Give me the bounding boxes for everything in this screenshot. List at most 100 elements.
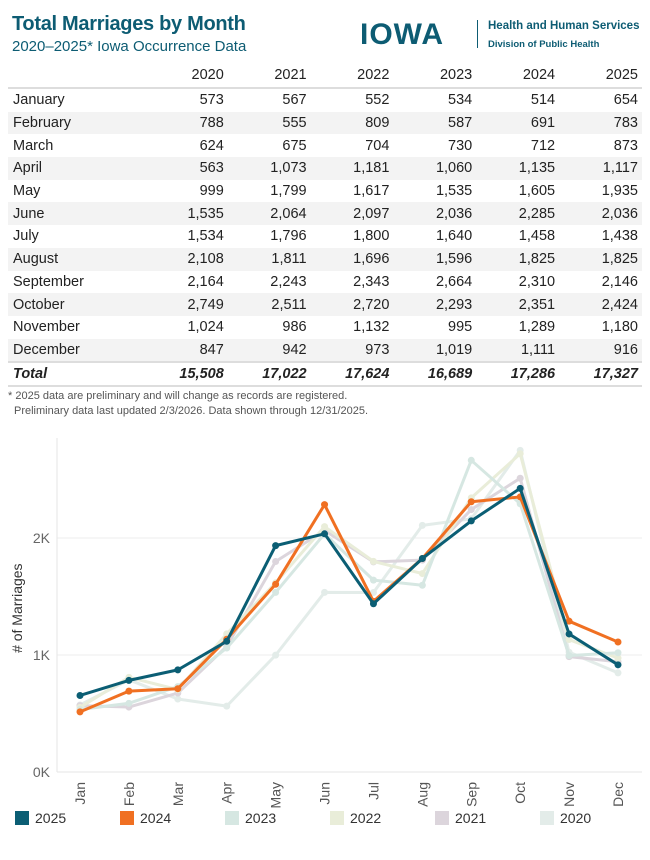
legend-item-2021[interactable]: 2021: [435, 810, 486, 826]
data-point-2022-Oct[interactable]: [516, 450, 524, 458]
cell-value: 1,024: [187, 319, 224, 336]
data-point-2022-Dec[interactable]: [614, 654, 622, 662]
cell-value: 2,036: [393, 202, 477, 226]
legend-swatch: [435, 811, 449, 825]
row-label: December: [8, 338, 145, 363]
cell-value: 654: [613, 92, 638, 109]
legend-item-2020[interactable]: 2020: [540, 810, 591, 826]
data-point-2022-Jun[interactable]: [321, 523, 329, 531]
data-point-2022-Jul[interactable]: [369, 557, 377, 565]
data-point-2024-Nov[interactable]: [565, 617, 573, 625]
data-point-2025-Mar[interactable]: [174, 666, 182, 674]
data-point-2024-May[interactable]: [272, 580, 280, 588]
legend-item-2022[interactable]: 2022: [330, 810, 381, 826]
cell-value: 873: [613, 137, 638, 154]
cell-value: 573: [199, 92, 224, 109]
data-point-2025-Nov[interactable]: [565, 630, 573, 638]
cell-value: 17,286: [476, 361, 560, 388]
data-point-2025-Jun[interactable]: [321, 530, 329, 538]
data-point-2022-Aug[interactable]: [418, 570, 426, 578]
cell-value: 691: [476, 111, 560, 135]
cell-value: 1,799: [270, 183, 307, 200]
data-point-2024-Mar[interactable]: [174, 685, 182, 693]
data-point-2025-Jan[interactable]: [76, 691, 84, 699]
cell-value: 1,617: [353, 183, 390, 200]
data-point-2020-May[interactable]: [272, 651, 280, 659]
row-label: April: [8, 157, 145, 180]
legend-label: 2022: [350, 810, 382, 826]
data-point-2021-Oct[interactable]: [516, 474, 524, 482]
legend-item-2024[interactable]: 2024: [120, 810, 171, 826]
cell-value: 587: [393, 111, 477, 135]
iowa-hhs-logo: IOWA Health and Human Services Division …: [360, 18, 650, 54]
cell-value: 1,534: [187, 228, 224, 245]
x-tick-label: Aug: [414, 782, 430, 807]
data-point-2024-Feb[interactable]: [125, 687, 133, 695]
data-point-2020-Dec[interactable]: [614, 669, 622, 677]
table-row: May 999 1,799 1,617 1,535 1,605 1,935: [8, 180, 642, 203]
data-point-2024-Dec[interactable]: [614, 638, 622, 646]
table-row: August 2,108 1,811 1,696 1,596 1,825 1,825: [8, 247, 642, 271]
data-point-2020-Jul[interactable]: [369, 589, 377, 597]
data-point-2021-May[interactable]: [272, 558, 280, 566]
data-point-2025-Oct[interactable]: [516, 484, 524, 492]
x-tick-label: Jul: [365, 782, 381, 800]
data-point-2024-Jun[interactable]: [321, 501, 329, 509]
legend-item-2023[interactable]: 2023: [225, 810, 276, 826]
cell-value: 514: [530, 92, 556, 109]
data-point-2023-Aug[interactable]: [418, 581, 426, 589]
row-label: January: [13, 92, 65, 109]
data-point-2023-Dec[interactable]: [614, 649, 622, 657]
y-tick-label: 0K: [33, 764, 51, 780]
row-label: March: [13, 137, 54, 154]
series-line-2025: [79, 486, 619, 697]
data-point-2023-May[interactable]: [272, 588, 280, 596]
legend-item-2025[interactable]: 2025: [15, 810, 66, 826]
data-point-2025-Jul[interactable]: [369, 600, 377, 608]
legend-swatch: [330, 811, 344, 825]
data-point-2024-Sep[interactable]: [467, 498, 475, 506]
cell-value: 1,800: [353, 228, 390, 245]
cell-value: 712: [530, 137, 556, 154]
data-point-2024-Jan[interactable]: [76, 708, 84, 716]
cell-value: 552: [365, 92, 390, 109]
x-tick-label: Jun: [317, 782, 333, 805]
table-row: March 624 675 704 730 712 873: [8, 134, 642, 157]
row-label: February: [8, 111, 145, 135]
data-point-2020-Jun[interactable]: [321, 588, 329, 596]
data-point-2025-Feb[interactable]: [125, 676, 133, 684]
cell-value: 995: [448, 319, 473, 336]
series-line-2022: [79, 452, 619, 709]
data-point-2023-Jul[interactable]: [369, 576, 377, 584]
data-point-2020-Apr[interactable]: [223, 702, 231, 710]
data-point-2021-Sep[interactable]: [467, 506, 475, 514]
data-point-2023-Apr[interactable]: [223, 644, 231, 652]
cell-value: 1,605: [518, 183, 556, 200]
data-point-2025-May[interactable]: [272, 542, 280, 550]
table-total-row: Total 15,508 17,022 17,624 16,689 17,286 17,32…: [8, 361, 642, 388]
data-point-2025-Aug[interactable]: [418, 554, 426, 562]
data-point-2023-Sep[interactable]: [467, 456, 475, 464]
data-point-2022-Nov[interactable]: [565, 636, 573, 644]
data-point-2025-Apr[interactable]: [223, 637, 231, 645]
data-point-2020-Aug[interactable]: [418, 521, 426, 529]
row-label: September: [13, 273, 84, 290]
table-row: December 847 942 973 1,019 1,111 916: [8, 338, 642, 363]
data-point-2025-Sep[interactable]: [467, 517, 475, 525]
column-header-2023: 2023: [393, 65, 477, 89]
cell-value: 567: [282, 92, 307, 109]
data-point-2023-Feb[interactable]: [125, 699, 133, 707]
cell-value: 1,825: [559, 247, 642, 271]
cell-value: 15,508: [144, 361, 228, 388]
x-tick-label: Jan: [72, 782, 88, 805]
logo-org-name: Health and Human Services: [488, 20, 640, 32]
data-point-2025-Dec[interactable]: [614, 661, 622, 669]
x-tick-label: Dec: [610, 782, 626, 807]
cell-value: 1,640: [435, 228, 473, 245]
cell-value: 1,117: [559, 157, 642, 180]
series-2022: [76, 450, 622, 711]
data-point-2020-Mar[interactable]: [174, 695, 182, 703]
cell-value: 2,424: [559, 293, 642, 316]
cell-value: 17,327: [559, 361, 642, 388]
data-point-2023-Nov[interactable]: [565, 652, 573, 660]
